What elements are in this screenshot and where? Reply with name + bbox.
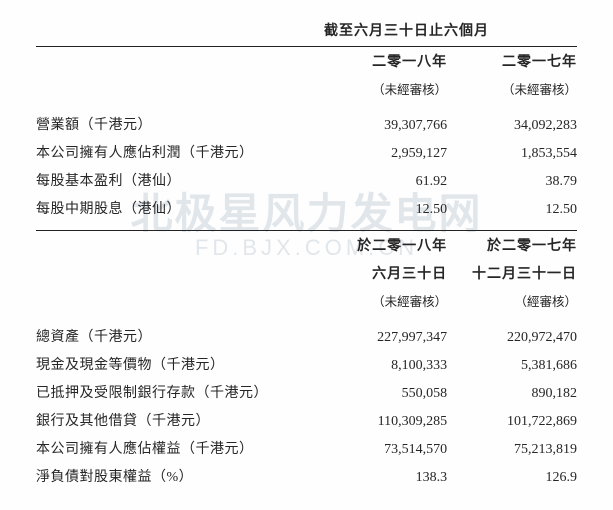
- table-row: 營業額（千港元） 39,307,766 34,092,283: [36, 110, 577, 138]
- s2-col1-line1: 於二零一八年: [317, 231, 447, 259]
- row-value: 227,997,347: [317, 322, 447, 350]
- row-label: 每股基本盈利（港仙）: [36, 166, 317, 194]
- s2-col2-note: （經審核）: [447, 287, 577, 314]
- row-label: 現金及現金等價物（千港元）: [36, 350, 317, 378]
- row-label: 總資產（千港元）: [36, 322, 317, 350]
- table-row: 淨負債對股東權益（%） 138.3 126.9: [36, 462, 577, 490]
- row-value: 126.9: [447, 462, 577, 490]
- row-value: 5,381,686: [447, 350, 577, 378]
- s1-col1-note: （未經審核）: [317, 75, 447, 102]
- row-label: 營業額（千港元）: [36, 110, 317, 138]
- table-row: 銀行及其他借貸（千港元） 110,309,285 101,722,869: [36, 406, 577, 434]
- table-row: 現金及現金等價物（千港元） 8,100,333 5,381,686: [36, 350, 577, 378]
- row-value: 34,092,283: [447, 110, 577, 138]
- table-row: 已抵押及受限制銀行存款（千港元） 550,058 890,182: [36, 378, 577, 406]
- row-value: 110,309,285: [317, 406, 447, 434]
- table-row: 本公司擁有人應佔利潤（千港元） 2,959,127 1,853,554: [36, 138, 577, 166]
- row-value: 75,213,819: [447, 434, 577, 462]
- row-value: 73,514,570: [317, 434, 447, 462]
- table-row: 本公司擁有人應佔權益（千港元） 73,514,570 75,213,819: [36, 434, 577, 462]
- financials-table: 二零一八年 二零一七年 （未經審核） （未經審核） 營業額（千港元） 39,30…: [36, 46, 577, 490]
- row-label: 淨負債對股東權益（%）: [36, 462, 317, 490]
- s2-col1-note: （未經審核）: [317, 287, 447, 314]
- row-value: 101,722,869: [447, 406, 577, 434]
- row-label: 本公司擁有人應佔利潤（千港元）: [36, 138, 317, 166]
- s2-col1-line2: 六月三十日: [317, 259, 447, 287]
- row-value: 61.92: [317, 166, 447, 194]
- table-row: 每股基本盈利（港仙） 61.92 38.79: [36, 166, 577, 194]
- row-value: 220,972,470: [447, 322, 577, 350]
- table-row: 總資產（千港元） 227,997,347 220,972,470: [36, 322, 577, 350]
- row-value: 2,959,127: [317, 138, 447, 166]
- section1-period-header: 截至六月三十日止六個月: [36, 20, 577, 40]
- row-value: 12.50: [317, 194, 447, 222]
- row-value: 550,058: [317, 378, 447, 406]
- row-label: 每股中期股息（港仙）: [36, 194, 317, 222]
- row-label: 本公司擁有人應佔權益（千港元）: [36, 434, 317, 462]
- row-value: 8,100,333: [317, 350, 447, 378]
- row-value: 12.50: [447, 194, 577, 222]
- row-value: 138.3: [317, 462, 447, 490]
- table-row: 每股中期股息（港仙） 12.50 12.50: [36, 194, 577, 222]
- row-value: 38.79: [447, 166, 577, 194]
- row-value: 890,182: [447, 378, 577, 406]
- s2-col2-line2: 十二月三十一日: [447, 259, 577, 287]
- s1-col2-note: （未經審核）: [447, 75, 577, 102]
- s1-col2-year: 二零一七年: [447, 47, 577, 75]
- row-value: 39,307,766: [317, 110, 447, 138]
- row-label: 銀行及其他借貸（千港元）: [36, 406, 317, 434]
- row-label: 已抵押及受限制銀行存款（千港元）: [36, 378, 317, 406]
- s2-col2-line1: 於二零一七年: [447, 231, 577, 259]
- s1-col1-year: 二零一八年: [317, 47, 447, 75]
- row-value: 1,853,554: [447, 138, 577, 166]
